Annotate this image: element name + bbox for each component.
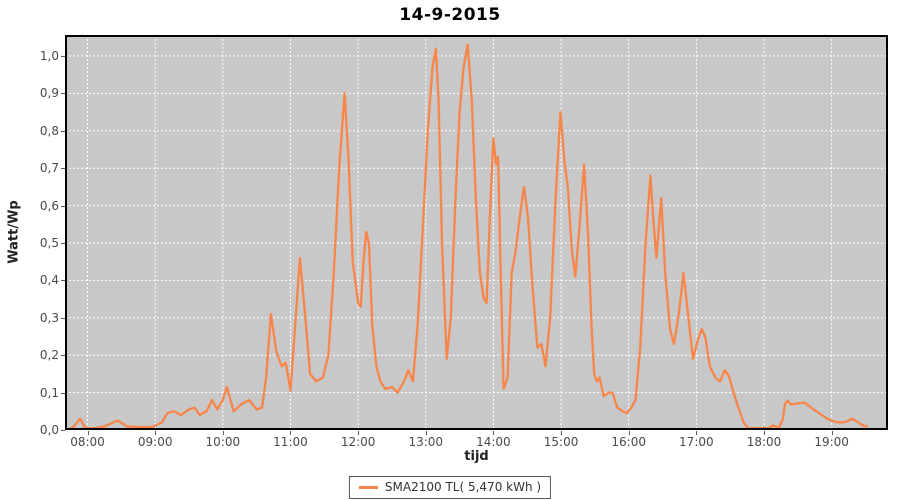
y-tick-label: 0,9 xyxy=(39,86,59,101)
legend-label: SMA2100 TL( 5,470 kWh ) xyxy=(384,480,542,494)
y-tick-mark xyxy=(61,242,65,244)
y-tick-mark xyxy=(61,55,65,57)
x-tick-label: 16:00 xyxy=(611,435,646,449)
plot-area xyxy=(65,35,888,430)
x-tick-label: 17:00 xyxy=(679,435,714,449)
y-tick-label: 0,2 xyxy=(39,348,59,363)
x-tick-mark xyxy=(222,431,224,435)
x-tick-mark xyxy=(561,431,563,435)
x-tick-label: 09:00 xyxy=(137,435,173,449)
legend-line-swatch xyxy=(358,485,378,489)
y-tick-mark xyxy=(61,280,65,282)
y-tick-mark xyxy=(61,355,65,357)
x-tick-mark xyxy=(764,431,765,435)
x-tick-mark xyxy=(290,431,292,435)
series-line xyxy=(67,43,868,430)
x-tick-mark xyxy=(155,431,157,435)
y-tick-label: 1,0 xyxy=(39,48,59,63)
y-tick-label: 0,7 xyxy=(39,161,59,176)
y-tick-mark xyxy=(61,392,65,394)
x-axis-title: tijd xyxy=(464,449,489,464)
y-tick-mark xyxy=(61,93,65,95)
x-tick-mark xyxy=(493,431,495,435)
y-tick-mark xyxy=(61,168,65,170)
y-tick-mark xyxy=(61,130,65,132)
x-tick-label: 18:00 xyxy=(746,435,782,449)
x-tick-label: 08:00 xyxy=(70,435,105,449)
y-tick-label: 0,8 xyxy=(39,123,59,138)
y-tick-label: 0,5 xyxy=(39,235,59,250)
y-tick-label: 0,6 xyxy=(39,198,59,213)
x-tick-mark xyxy=(831,431,833,435)
y-tick-mark xyxy=(61,317,65,319)
x-tick-label: 12:00 xyxy=(340,435,376,449)
x-tick-mark xyxy=(628,431,630,435)
plot-svg xyxy=(65,35,888,430)
y-tick-label: 0,1 xyxy=(39,385,59,400)
y-tick-label: 0,3 xyxy=(39,310,59,325)
x-tick-label: 19:00 xyxy=(814,435,849,449)
x-tick-label: 13:00 xyxy=(408,435,444,449)
x-tick-mark xyxy=(696,431,698,435)
plot-border xyxy=(65,35,888,430)
x-tick-mark xyxy=(87,431,89,435)
chart-title: 14-9-2015 xyxy=(399,5,501,25)
x-tick-label: 11:00 xyxy=(273,435,308,449)
x-tick-mark xyxy=(425,431,427,435)
y-tick-mark xyxy=(61,205,65,207)
x-tick-label: 15:00 xyxy=(543,435,579,449)
x-tick-label: 10:00 xyxy=(205,435,241,449)
legend: SMA2100 TL( 5,470 kWh ) xyxy=(348,476,552,499)
x-tick-mark xyxy=(358,431,360,435)
y-tick-label: 0,0 xyxy=(39,423,59,437)
y-tick-label: 0,4 xyxy=(39,273,59,288)
y-tick-mark xyxy=(61,430,65,431)
x-tick-label: 14:00 xyxy=(476,435,511,449)
